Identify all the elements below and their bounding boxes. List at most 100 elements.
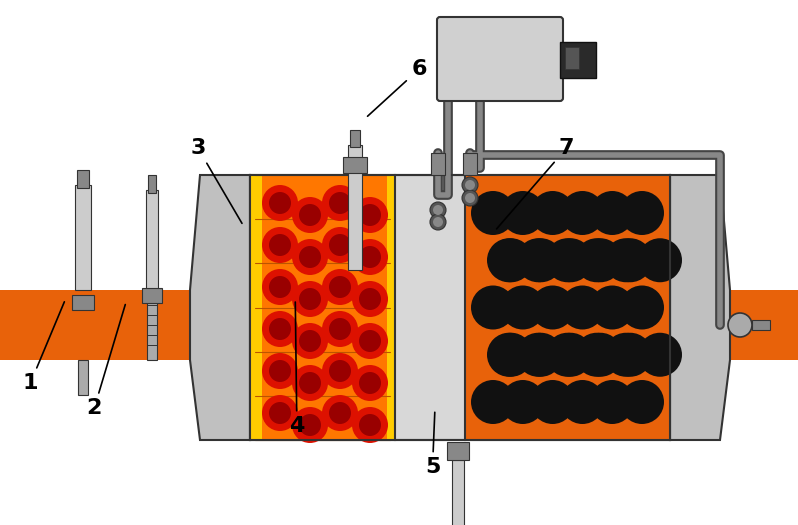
- Circle shape: [262, 353, 298, 389]
- Circle shape: [292, 365, 328, 401]
- Circle shape: [322, 269, 358, 305]
- Circle shape: [299, 246, 321, 268]
- Circle shape: [329, 360, 351, 382]
- Circle shape: [471, 286, 515, 330]
- Circle shape: [352, 365, 388, 401]
- Circle shape: [299, 372, 321, 394]
- Bar: [730, 290, 798, 360]
- Bar: [463, 153, 477, 175]
- Circle shape: [292, 407, 328, 443]
- Circle shape: [471, 191, 515, 235]
- Circle shape: [262, 185, 298, 221]
- Circle shape: [352, 197, 388, 233]
- Circle shape: [269, 402, 291, 424]
- Circle shape: [608, 238, 652, 282]
- Text: 1: 1: [22, 302, 65, 393]
- Bar: [348, 145, 362, 270]
- Circle shape: [359, 246, 381, 268]
- Bar: [148, 175, 156, 193]
- Circle shape: [608, 333, 652, 377]
- Circle shape: [433, 217, 443, 227]
- FancyBboxPatch shape: [437, 17, 563, 101]
- Circle shape: [322, 395, 358, 431]
- Circle shape: [352, 407, 388, 443]
- Circle shape: [604, 333, 648, 377]
- Circle shape: [546, 333, 590, 377]
- Bar: [565, 47, 579, 69]
- Circle shape: [560, 286, 604, 330]
- Bar: [465, 175, 670, 440]
- Circle shape: [516, 238, 560, 282]
- Circle shape: [322, 227, 358, 263]
- Circle shape: [575, 333, 618, 377]
- Circle shape: [501, 191, 545, 235]
- Text: 6: 6: [368, 59, 427, 116]
- Text: 2: 2: [86, 304, 125, 418]
- Circle shape: [269, 234, 291, 256]
- Circle shape: [516, 333, 560, 377]
- Bar: [349, 175, 361, 215]
- Circle shape: [501, 380, 545, 424]
- Circle shape: [322, 311, 358, 347]
- Circle shape: [292, 281, 328, 317]
- Circle shape: [531, 380, 575, 424]
- Circle shape: [489, 238, 533, 282]
- Circle shape: [728, 313, 752, 337]
- Bar: [560, 42, 596, 78]
- Circle shape: [548, 333, 593, 377]
- Circle shape: [638, 333, 682, 377]
- Circle shape: [531, 191, 575, 235]
- Polygon shape: [670, 175, 730, 440]
- Circle shape: [531, 286, 575, 330]
- Bar: [0, 290, 190, 360]
- Circle shape: [269, 318, 291, 340]
- Circle shape: [299, 414, 321, 436]
- Circle shape: [292, 323, 328, 359]
- Circle shape: [501, 286, 545, 330]
- Circle shape: [269, 276, 291, 298]
- Bar: [262, 175, 387, 440]
- Circle shape: [329, 318, 351, 340]
- Text: 4: 4: [289, 302, 305, 436]
- Circle shape: [591, 286, 634, 330]
- Text: 3: 3: [190, 138, 242, 223]
- Circle shape: [329, 402, 351, 424]
- Bar: [752, 320, 770, 330]
- Polygon shape: [190, 175, 250, 440]
- Circle shape: [471, 380, 515, 424]
- Circle shape: [462, 190, 478, 206]
- Bar: [250, 175, 670, 440]
- Circle shape: [519, 333, 563, 377]
- Bar: [350, 130, 360, 147]
- Circle shape: [620, 286, 664, 330]
- Bar: [147, 300, 157, 360]
- Circle shape: [292, 197, 328, 233]
- Circle shape: [329, 276, 351, 298]
- Circle shape: [262, 395, 298, 431]
- Circle shape: [548, 238, 593, 282]
- Circle shape: [359, 204, 381, 226]
- Bar: [77, 170, 89, 188]
- Circle shape: [620, 191, 664, 235]
- Circle shape: [359, 288, 381, 310]
- Bar: [78, 360, 88, 395]
- Circle shape: [579, 238, 622, 282]
- Circle shape: [430, 214, 446, 230]
- Circle shape: [465, 180, 475, 190]
- Circle shape: [465, 193, 475, 203]
- Circle shape: [575, 238, 618, 282]
- Circle shape: [359, 372, 381, 394]
- Circle shape: [329, 192, 351, 214]
- Circle shape: [560, 380, 604, 424]
- Bar: [431, 153, 445, 175]
- Polygon shape: [343, 157, 367, 173]
- Circle shape: [620, 380, 664, 424]
- Circle shape: [299, 204, 321, 226]
- Circle shape: [604, 238, 648, 282]
- Circle shape: [299, 330, 321, 352]
- Circle shape: [591, 380, 634, 424]
- Text: 7: 7: [496, 138, 575, 229]
- Text: 5: 5: [425, 412, 440, 477]
- Circle shape: [591, 191, 634, 235]
- Circle shape: [269, 192, 291, 214]
